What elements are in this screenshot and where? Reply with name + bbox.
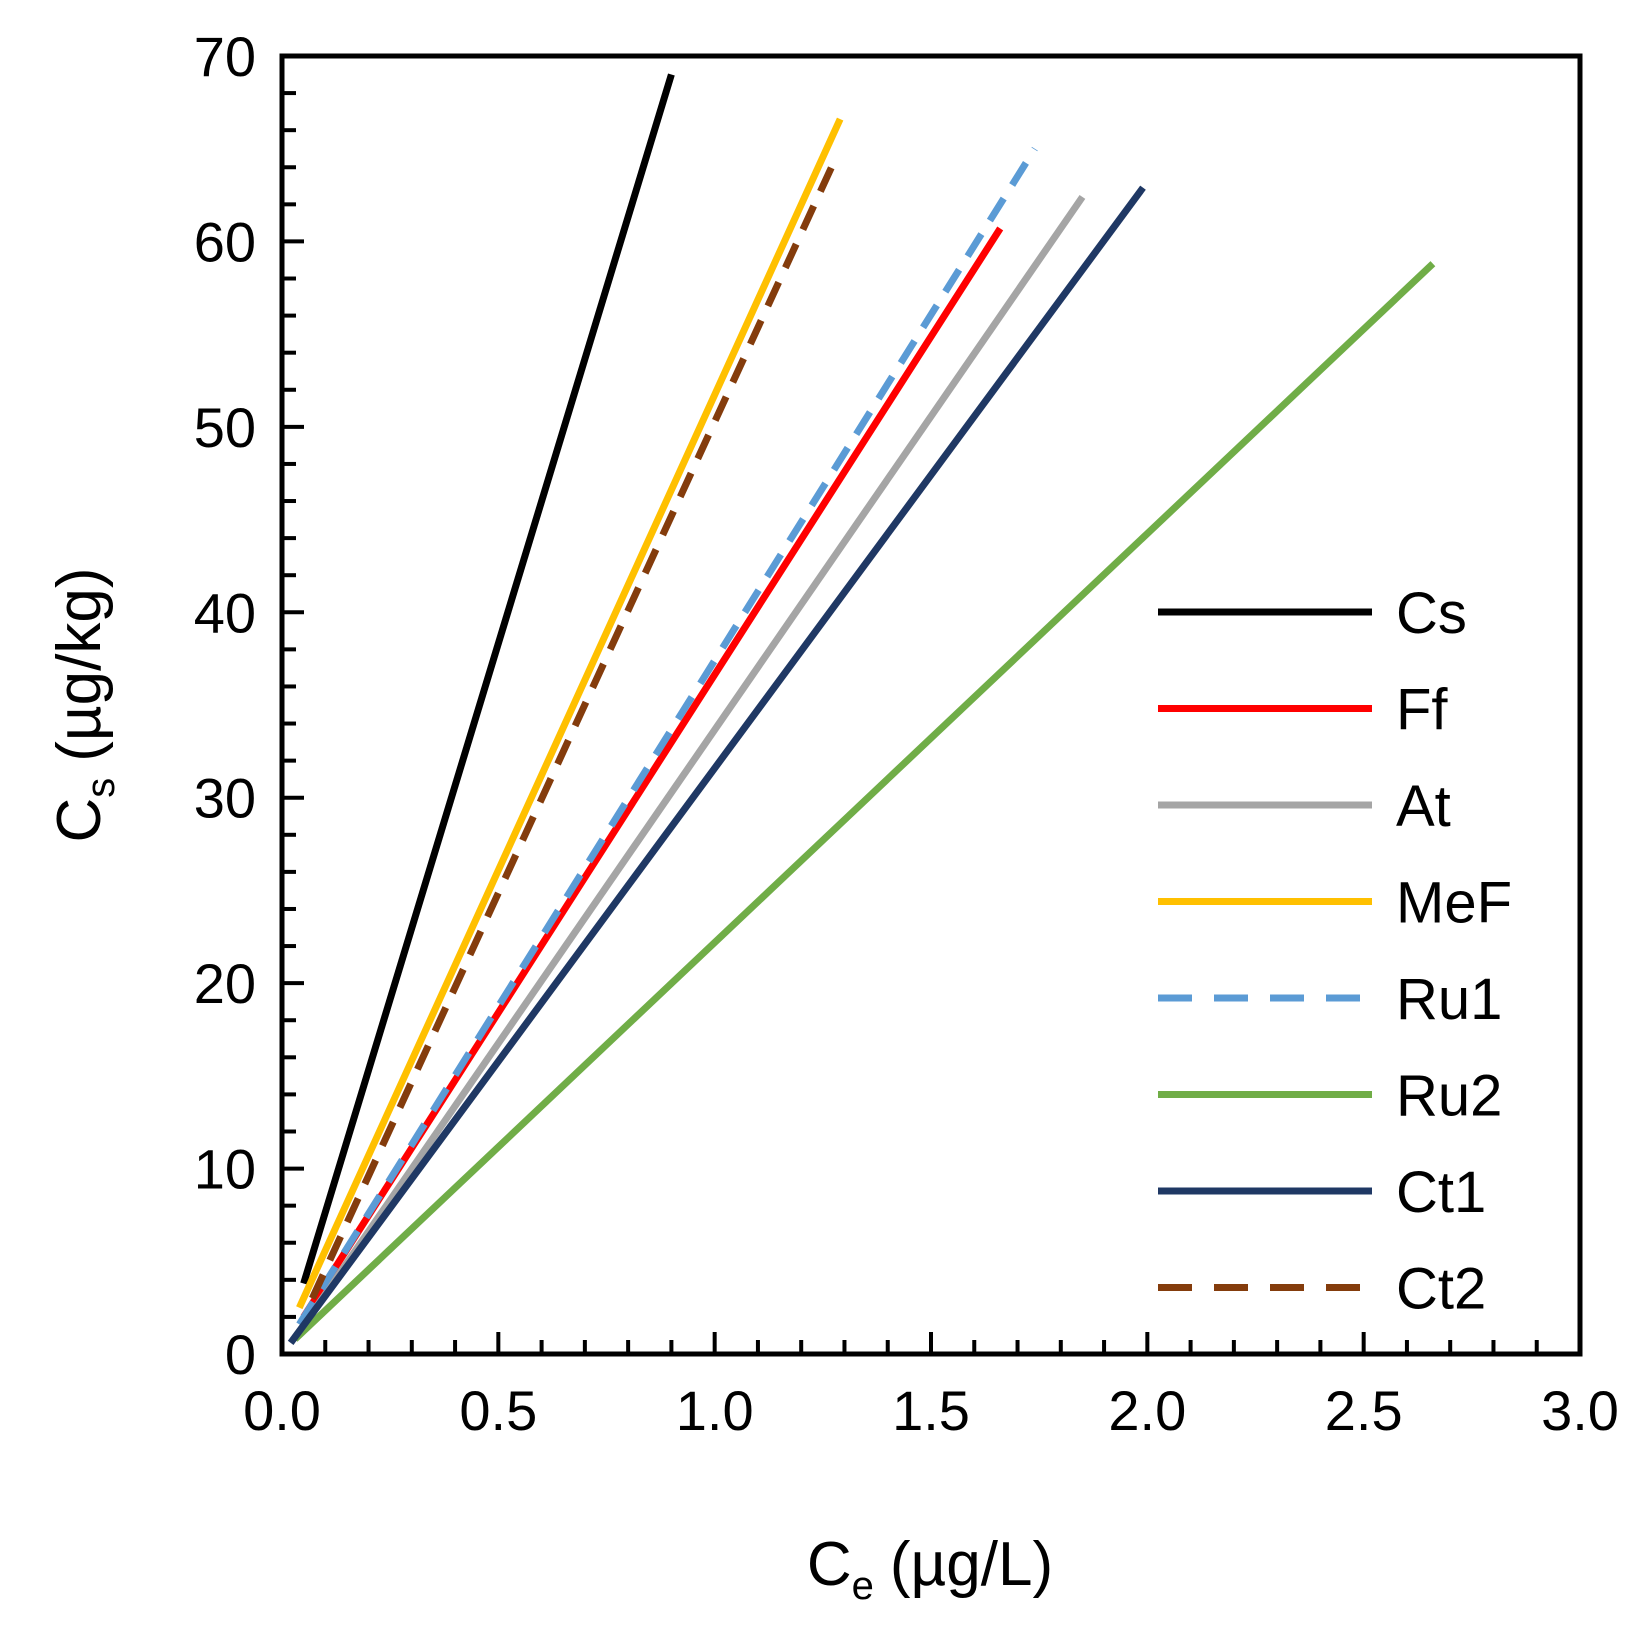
y-tick-label: 40: [194, 581, 256, 644]
axis-ticks: [280, 54, 1582, 1356]
series-line-at: [296, 194, 1086, 1334]
series-line-ct1: [287, 185, 1146, 1345]
svg-text:Ce(µg/L): Ce (µg/L): [807, 1530, 1053, 1608]
legend-label-ff: Ff: [1396, 678, 1448, 743]
series-line-cs: [300, 73, 675, 1285]
series-line-ct2: [309, 165, 835, 1300]
series-line-ru1: [296, 146, 1038, 1327]
svg-text:Cs(µg/kg): Cs (µg/kg): [45, 568, 123, 843]
legend-label-mef: MeF: [1396, 871, 1512, 936]
x-tick-label: 2.0: [1108, 1379, 1186, 1442]
legend: Cs Ff At MeF Ru1 Ru2 Ct1 Ct2: [1158, 581, 1512, 1322]
x-axis-title: Ce (µg/L): [807, 1530, 1053, 1608]
y-axis-title-unit: (µg/kg): [45, 568, 114, 762]
x-tick-label: 3.0: [1541, 1379, 1619, 1442]
x-tick-label: 2.5: [1325, 1379, 1403, 1442]
series-line-mef: [296, 117, 844, 1310]
x-axis-title-sub: e: [852, 1564, 874, 1608]
legend-label-ct2: Ct2: [1396, 1257, 1486, 1322]
x-axis-title-main: C: [807, 1530, 852, 1599]
y-tick-label: 10: [194, 1138, 256, 1201]
legend-label-ct1: Ct1: [1396, 1160, 1486, 1225]
x-tick-label: 0.0: [243, 1379, 321, 1442]
y-tick-label: 60: [194, 210, 256, 273]
y-tick-label: 70: [194, 25, 256, 88]
series-line-ru2: [292, 261, 1436, 1342]
y-axis-title-main: C: [45, 798, 114, 843]
x-axis-title-unit: (µg/L): [890, 1530, 1053, 1599]
legend-label-ru2: Ru2: [1396, 1064, 1502, 1129]
series-layer: [287, 73, 1436, 1345]
y-axis-title-sub: s: [79, 778, 123, 798]
x-tick-label: 1.0: [676, 1379, 754, 1442]
y-tick-label: 0: [225, 1323, 256, 1386]
x-tick-label: 0.5: [459, 1379, 537, 1442]
y-tick-label: 30: [194, 767, 256, 830]
y-axis-title: Cs (µg/kg): [45, 568, 123, 843]
x-tick-label: 1.5: [892, 1379, 970, 1442]
tick-labels: 0 10 20 30 40 50 60 70 0.0 0.5 1.0 1.5 2.0 2.5 3.0: [194, 25, 1619, 1442]
y-tick-label: 20: [194, 952, 256, 1015]
legend-label-cs: Cs: [1396, 581, 1467, 646]
legend-label-ru1: Ru1: [1396, 967, 1502, 1032]
legend-label-at: At: [1396, 774, 1451, 839]
y-tick-label: 50: [194, 396, 256, 459]
